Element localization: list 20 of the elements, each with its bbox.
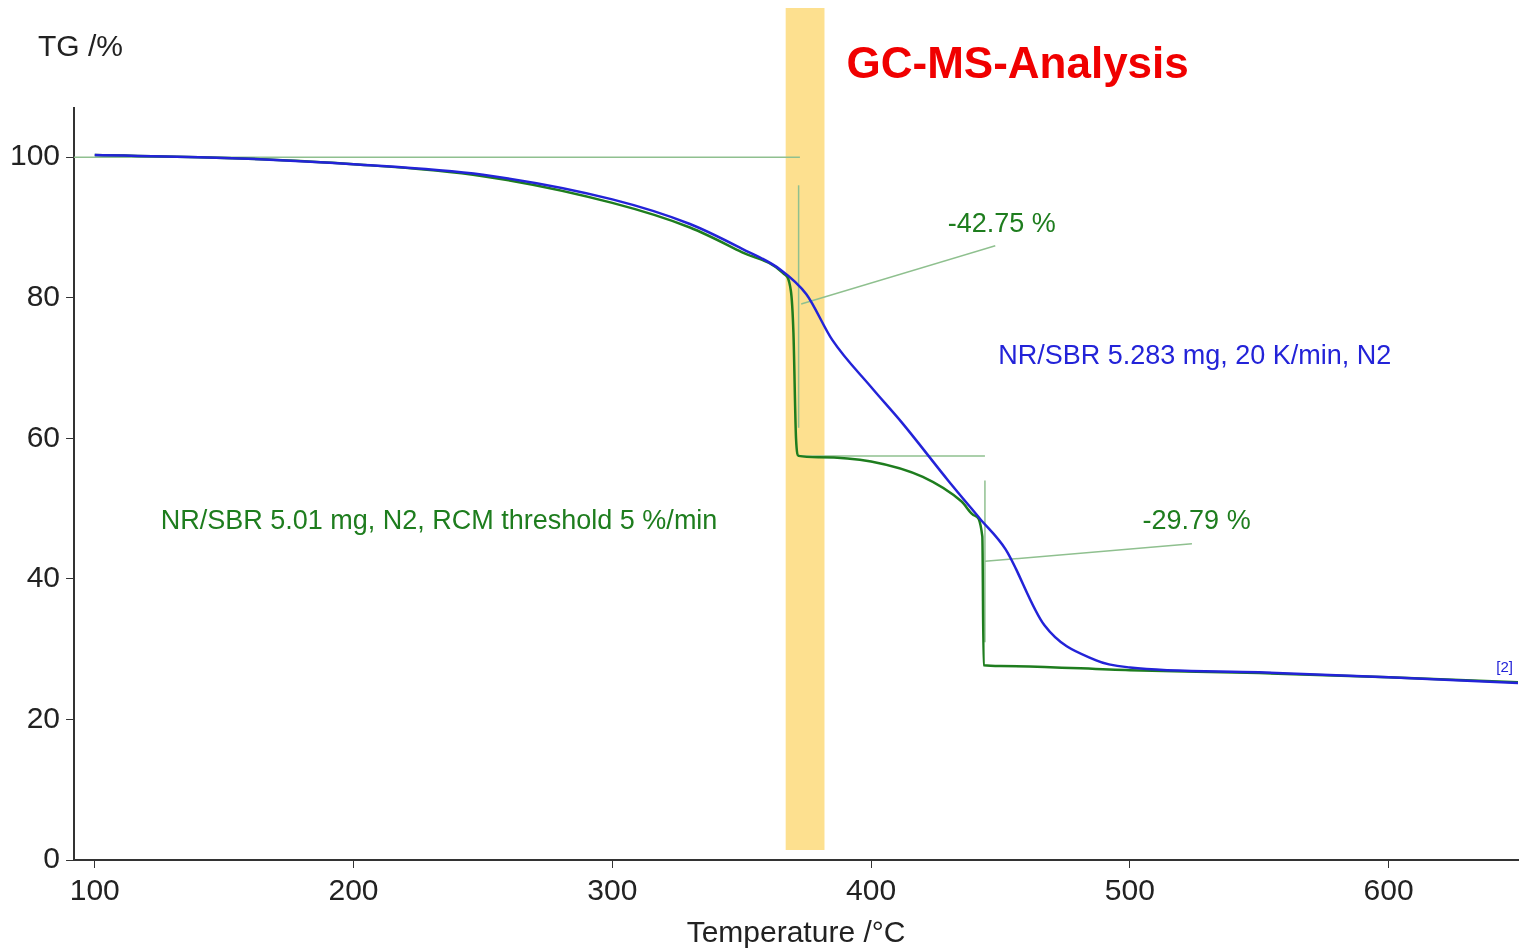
y-axis-title: TG /% [38,29,124,63]
text: NR/SBR 5.01 mg, N2, RCM threshold 5 %/min [160,505,718,536]
x-tick-label: 500 [1104,873,1155,907]
y-tick-label: 40 [26,560,61,594]
x-tick-label: 100 [69,873,120,907]
y-tick-label: 0 [43,841,61,875]
x-tick-label: 200 [328,873,379,907]
text: NR/SBR 5.283 mg, 20 K/min, N2 [998,339,1392,370]
y-tick-label: 80 [26,279,61,313]
x-tick-label: 400 [846,873,897,907]
y-tick-label: 20 [26,700,61,734]
y-tick-label: 60 [26,419,61,453]
annotation: -29.79 % [1142,505,1251,536]
x-tick-label: 300 [587,873,638,907]
annotation: [2] [1496,658,1514,676]
x-tick-label: 600 [1363,873,1414,907]
x-axis-title: Temperature /°C [686,915,906,949]
annotation: -42.75 % [947,208,1056,239]
band-label: GC-MS-Analysis [846,38,1189,88]
y-tick-label: 100 [9,138,61,172]
